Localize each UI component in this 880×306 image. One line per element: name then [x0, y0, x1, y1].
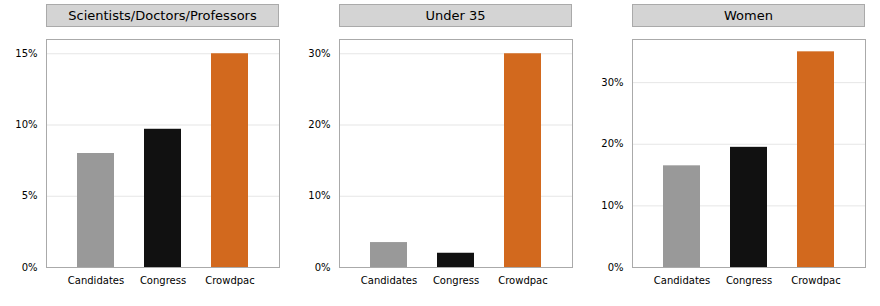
svg-text:20%: 20%: [308, 119, 330, 130]
svg-text:Crowdpac: Crowdpac: [498, 275, 548, 286]
svg-text:Crowdpac: Crowdpac: [205, 275, 255, 286]
html-text:Under 35: Under 35: [425, 8, 486, 23]
svg-text:10%: 10%: [308, 190, 330, 201]
svg-text:30%: 30%: [308, 48, 330, 59]
svg-text:Crowdpac: Crowdpac: [791, 275, 841, 286]
svg-text:10%: 10%: [601, 200, 623, 211]
svg-text:Candidates: Candidates: [68, 275, 124, 286]
svg-text:0%: 0%: [22, 262, 38, 273]
svg-text:5%: 5%: [22, 190, 38, 201]
html-text:Women: Women: [724, 8, 773, 23]
svg-text:Candidates: Candidates: [361, 275, 417, 286]
svg-text:20%: 20%: [601, 138, 623, 149]
svg-text:30%: 30%: [601, 77, 623, 88]
svg-text:Candidates: Candidates: [654, 275, 710, 286]
html-text:Scientists/Doctors/Professors: Scientists/Doctors/Professors: [68, 8, 257, 23]
svg-text:0%: 0%: [608, 262, 624, 273]
svg-text:Congress: Congress: [433, 275, 479, 286]
svg-text:15%: 15%: [15, 48, 37, 59]
svg-text:Congress: Congress: [140, 275, 186, 286]
svg-text:Congress: Congress: [726, 275, 772, 286]
svg-text:10%: 10%: [15, 119, 37, 130]
svg-text:0%: 0%: [315, 262, 331, 273]
